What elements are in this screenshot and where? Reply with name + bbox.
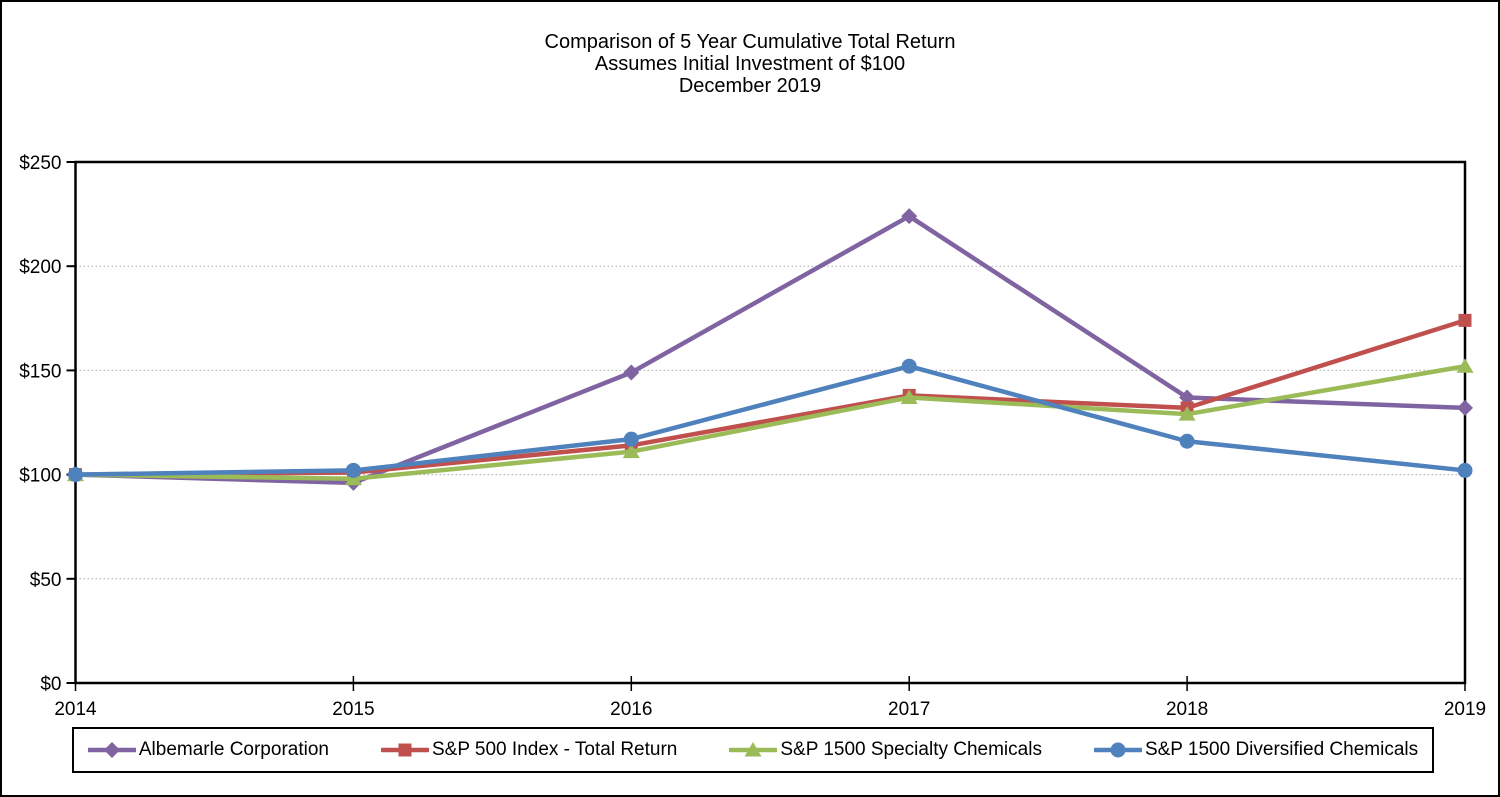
series-marker bbox=[1178, 406, 1196, 421]
series-marker bbox=[1458, 313, 1472, 327]
legend-swatch-marker bbox=[398, 743, 412, 757]
series-line bbox=[73, 318, 1468, 477]
y-axis-tick-label: $200 bbox=[19, 257, 61, 278]
legend-label: Albemarle Corporation bbox=[138, 739, 329, 760]
x-axis-tick-label: 2017 bbox=[888, 699, 930, 720]
legend-item: S&P 1500 Diversified Chemicals bbox=[1093, 739, 1419, 761]
chart-title-line-3: December 2019 bbox=[678, 75, 822, 97]
series-marker bbox=[345, 462, 361, 478]
legend-swatch-circle-icon bbox=[1093, 742, 1142, 758]
legend-label: S&P 1500 Specialty Chemicals bbox=[780, 739, 1042, 760]
legend-item: Albemarle Corporation bbox=[87, 739, 329, 761]
series-marker bbox=[623, 364, 640, 381]
legend-swatch-square-icon bbox=[380, 743, 429, 757]
series-line bbox=[73, 363, 1468, 482]
legend-swatch-triangle-icon bbox=[729, 742, 778, 757]
series-marker bbox=[901, 358, 917, 374]
y-axis-tick-label: $50 bbox=[30, 570, 62, 591]
y-axis-tick-label: $150 bbox=[19, 361, 61, 382]
series-marker bbox=[901, 208, 918, 225]
series-2 bbox=[69, 313, 1472, 482]
series-marker bbox=[1457, 462, 1473, 478]
chart-title-line-1: Comparison of 5 Year Cumulative Total Re… bbox=[544, 31, 956, 53]
legend-label: S&P 1500 Diversified Chemicals bbox=[1144, 739, 1419, 760]
chart-title: Comparison of 5 Year Cumulative Total Re… bbox=[2, 31, 1498, 97]
series-marker bbox=[68, 467, 83, 483]
series-marker bbox=[900, 389, 918, 404]
legend: Albemarle Corporation S&P 500 Index - Tot… bbox=[72, 727, 1434, 773]
x-axis-tick-label: 2014 bbox=[54, 699, 97, 720]
legend-item: S&P 1500 Specialty Chemicals bbox=[729, 739, 1042, 761]
series-marker bbox=[1457, 399, 1473, 416]
series-marker bbox=[622, 443, 640, 459]
x-axis-tick-label: 2019 bbox=[1444, 699, 1486, 720]
legend-swatch-diamond-icon bbox=[87, 742, 136, 758]
x-axis-tick-label: 2018 bbox=[1166, 699, 1208, 720]
series-marker bbox=[623, 431, 639, 447]
series-line bbox=[73, 363, 1468, 477]
series-marker bbox=[1179, 433, 1195, 449]
series-marker bbox=[344, 470, 362, 486]
y-axis-tick-label: $0 bbox=[40, 674, 61, 695]
series-4 bbox=[68, 358, 1473, 483]
plot-border bbox=[74, 160, 1467, 685]
x-axis-tick-label: 2016 bbox=[610, 699, 652, 720]
legend-item: S&P 500 Index - Total Return bbox=[380, 739, 678, 761]
y-axis-tick-label: $250 bbox=[19, 153, 61, 174]
y-axis-tick-label: $100 bbox=[19, 466, 61, 487]
chart-title-line-2: Assumes Initial Investment of $100 bbox=[594, 53, 906, 75]
legend-swatch-marker bbox=[744, 742, 762, 757]
series-line bbox=[73, 213, 1468, 486]
legend-label: S&P 500 Index - Total Return bbox=[431, 739, 678, 760]
series-marker bbox=[1456, 358, 1474, 373]
legend-swatch-marker bbox=[1110, 742, 1126, 758]
legend-swatch-marker bbox=[103, 742, 120, 758]
x-axis-tick-label: 2015 bbox=[332, 699, 374, 720]
